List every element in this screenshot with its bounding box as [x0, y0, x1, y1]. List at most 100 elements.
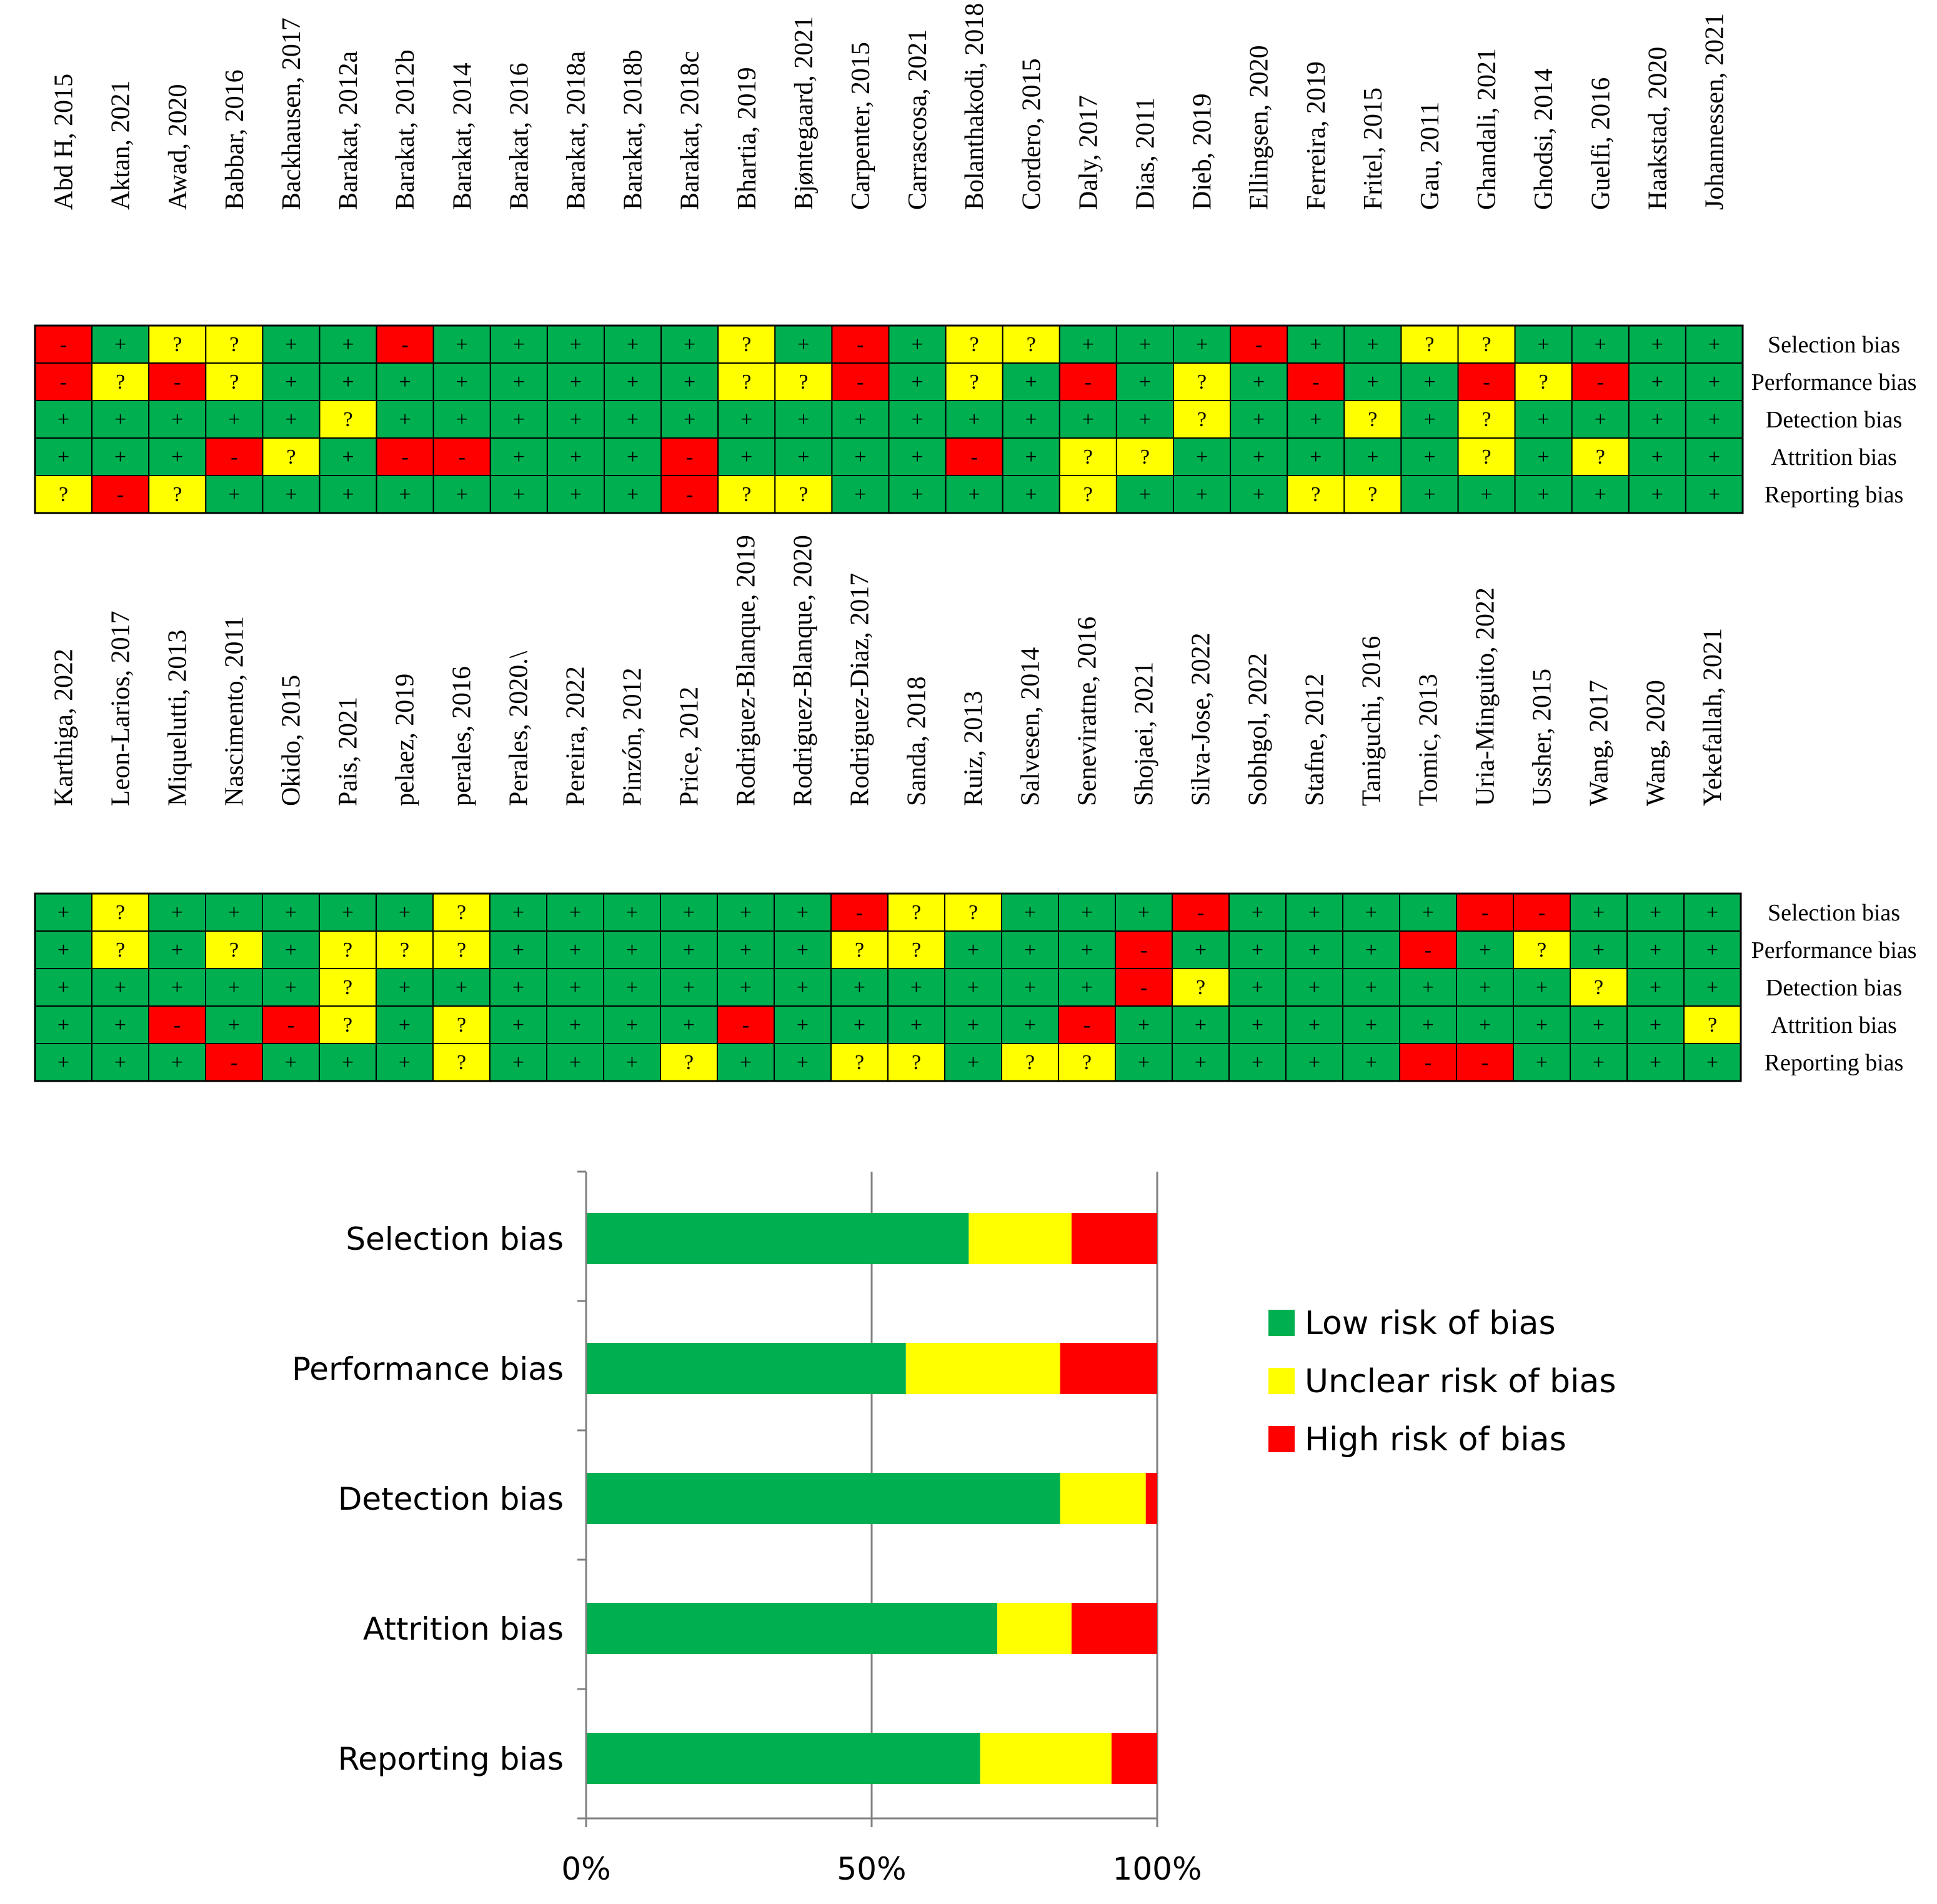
- risk-symbol: ?: [1596, 446, 1605, 469]
- risk-symbol: +: [1365, 976, 1377, 999]
- risk-symbol: ?: [457, 1014, 466, 1037]
- study-label: Aktan, 2021: [107, 80, 136, 210]
- risk-symbol: ?: [1197, 371, 1207, 394]
- risk-symbol: +: [627, 483, 639, 506]
- risk-symbol: ?: [1425, 333, 1434, 356]
- risk-symbol: -: [970, 446, 977, 469]
- risk-symbol: +: [740, 446, 752, 469]
- study-label: Ruiz, 2013: [960, 691, 988, 806]
- study-label: Miquelutti, 2013: [164, 630, 192, 806]
- risk-symbol: +: [967, 1051, 979, 1074]
- risk-cell: [1685, 475, 1743, 514]
- risk-symbol: +: [740, 976, 752, 999]
- study-label: Ussher, 2015: [1528, 669, 1557, 806]
- risk-cell: [774, 400, 833, 439]
- risk-cell: [432, 1043, 490, 1082]
- risk-cell: [1571, 325, 1630, 364]
- risk-symbol: +: [570, 446, 582, 469]
- study-label: Nascimento, 2011: [221, 616, 249, 806]
- risk-cell: [1571, 475, 1630, 514]
- risk-symbol: +: [1252, 976, 1263, 999]
- risk-symbol: +: [1479, 1014, 1491, 1037]
- risk-symbol: +: [1423, 371, 1435, 394]
- risk-cell: [1285, 968, 1343, 1007]
- risk-cell: [1230, 475, 1288, 514]
- risk-symbol: -: [1083, 1014, 1090, 1037]
- risk-symbol: ?: [286, 446, 296, 469]
- risk-symbol: +: [854, 976, 865, 999]
- risk-symbol: +: [399, 371, 411, 394]
- study-label: Stafne, 2012: [1301, 674, 1330, 806]
- risk-cell: [660, 1043, 718, 1082]
- risk-cell: [319, 968, 377, 1007]
- risk-symbol: +: [1423, 408, 1435, 431]
- risk-symbol: +: [1195, 1051, 1207, 1074]
- risk-cell: [1513, 1005, 1571, 1044]
- study-label: Ghodsi, 2014: [1530, 69, 1558, 210]
- bar-segment-low: [586, 1213, 969, 1264]
- risk-symbol: ?: [968, 901, 978, 924]
- study-label: Salvesen, 2014: [1017, 647, 1045, 806]
- risk-cell: [148, 893, 206, 932]
- risk-cell: [1058, 400, 1117, 439]
- risk-cell: [831, 400, 890, 439]
- risk-symbol: +: [1308, 1051, 1320, 1074]
- risk-cell: [1400, 475, 1459, 514]
- category-label: Selection bias: [346, 1221, 564, 1257]
- risk-symbol: +: [1308, 1014, 1320, 1037]
- risk-symbol: +: [456, 976, 467, 999]
- study-label: Wang, 2020: [1642, 680, 1671, 806]
- risk-symbol: ?: [799, 371, 808, 394]
- risk-symbol: +: [171, 939, 183, 962]
- study-label: Babbar, 2016: [221, 69, 249, 210]
- risk-symbol: +: [399, 1051, 411, 1074]
- study-label: Bhartia, 2019: [733, 67, 762, 210]
- risk-symbol: +: [797, 333, 809, 356]
- risk-cell: [376, 362, 434, 401]
- study-label: Ellingsen, 2020: [1245, 45, 1274, 210]
- risk-cell: [376, 968, 434, 1007]
- study-label: Pais, 2021: [334, 697, 363, 806]
- risk-cell: [774, 437, 833, 476]
- study-label: pelaez, 2019: [391, 674, 420, 806]
- risk-symbol: -: [686, 483, 693, 506]
- grid-border: [34, 892, 1742, 1082]
- risk-symbol: +: [1138, 901, 1150, 924]
- domain-label: Selection bias: [1768, 332, 1900, 358]
- risk-symbol: ?: [742, 371, 751, 394]
- risk-cell: [319, 437, 377, 476]
- risk-cell: [1457, 362, 1516, 401]
- risk-symbol: ?: [343, 939, 352, 962]
- risk-symbol: +: [228, 976, 240, 999]
- risk-cell: [1400, 362, 1459, 401]
- domain-label: Detection bias: [1766, 975, 1902, 1001]
- risk-cell: [1001, 1005, 1059, 1044]
- risk-cell: [1002, 325, 1060, 364]
- risk-symbol: ?: [1594, 976, 1603, 999]
- risk-symbol: +: [1593, 939, 1605, 962]
- risk-symbol: +: [1253, 483, 1265, 506]
- summary-stacked-bar-chart: Selection bias Performance bias Detection …: [292, 1170, 1616, 1887]
- risk-symbol: -: [174, 1014, 181, 1037]
- risk-symbol: -: [287, 1014, 294, 1037]
- risk-cell: [34, 362, 93, 401]
- risk-cell: [91, 930, 149, 969]
- risk-symbol: +: [1081, 976, 1093, 999]
- risk-symbol: +: [1706, 901, 1718, 924]
- risk-cell: [1172, 893, 1230, 932]
- category-label: Attrition bias: [363, 1611, 564, 1647]
- risk-symbol: +: [57, 901, 69, 924]
- risk-cell: [830, 930, 889, 969]
- study-label: Bjøntegaard, 2021: [790, 16, 819, 210]
- risk-cell: [1685, 437, 1743, 476]
- risk-symbol: ?: [1083, 446, 1093, 469]
- risk-cell: [717, 437, 776, 476]
- risk-cell: [1683, 968, 1741, 1007]
- risk-cell: [1513, 968, 1571, 1007]
- risk-symbol: +: [1139, 371, 1151, 394]
- risk-symbol: +: [1025, 408, 1037, 431]
- risk-cell: [887, 1043, 945, 1082]
- risk-symbol: +: [1651, 446, 1663, 469]
- study-label: Johannessen, 2021: [1700, 13, 1729, 210]
- study-label: Karthiga, 2022: [50, 649, 79, 806]
